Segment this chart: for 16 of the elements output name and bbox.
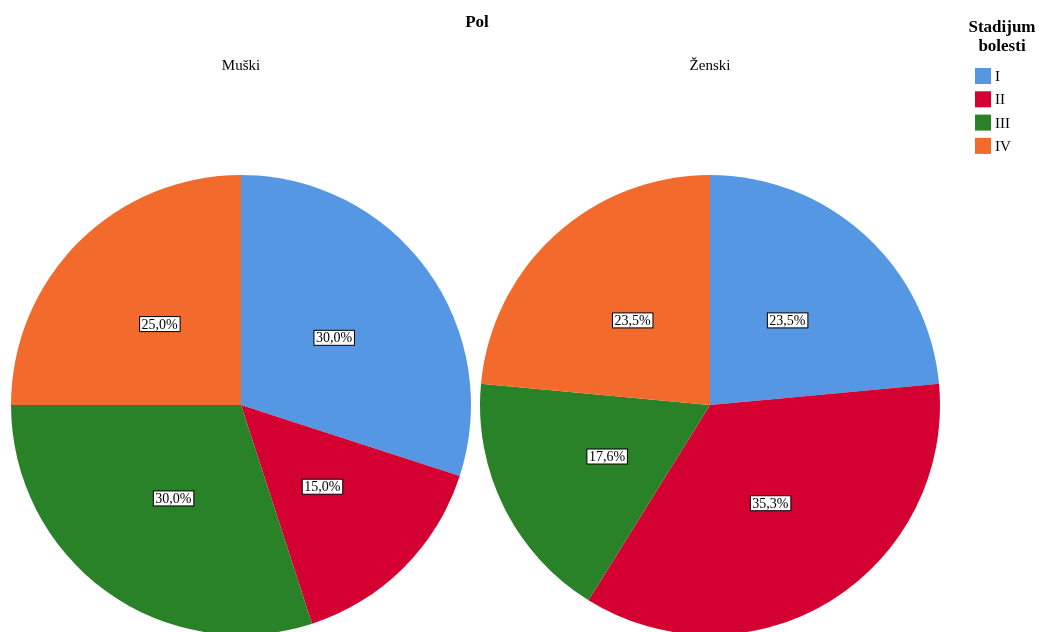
data-label: 23,5% [614,312,651,328]
legend-label: I [995,68,1000,84]
data-label: 25,0% [141,316,179,332]
slice-label: Muški [221,57,261,73]
data-label: 23,5% [769,312,806,328]
data-label: 17,6% [588,449,626,465]
legend-label: IV [995,137,1011,154]
data-label: 35,3% [752,495,789,511]
slice-label: Ženski [689,57,731,73]
data-label: 15,0% [304,479,341,495]
legend-label: II [995,91,1005,108]
data-label: 30,0% [155,490,192,506]
legend-label: III [995,114,1010,131]
chart-title: Pol [465,12,490,31]
legend-title: Stadijum bolesti [968,17,1036,55]
data-label: 30,0% [315,330,353,346]
